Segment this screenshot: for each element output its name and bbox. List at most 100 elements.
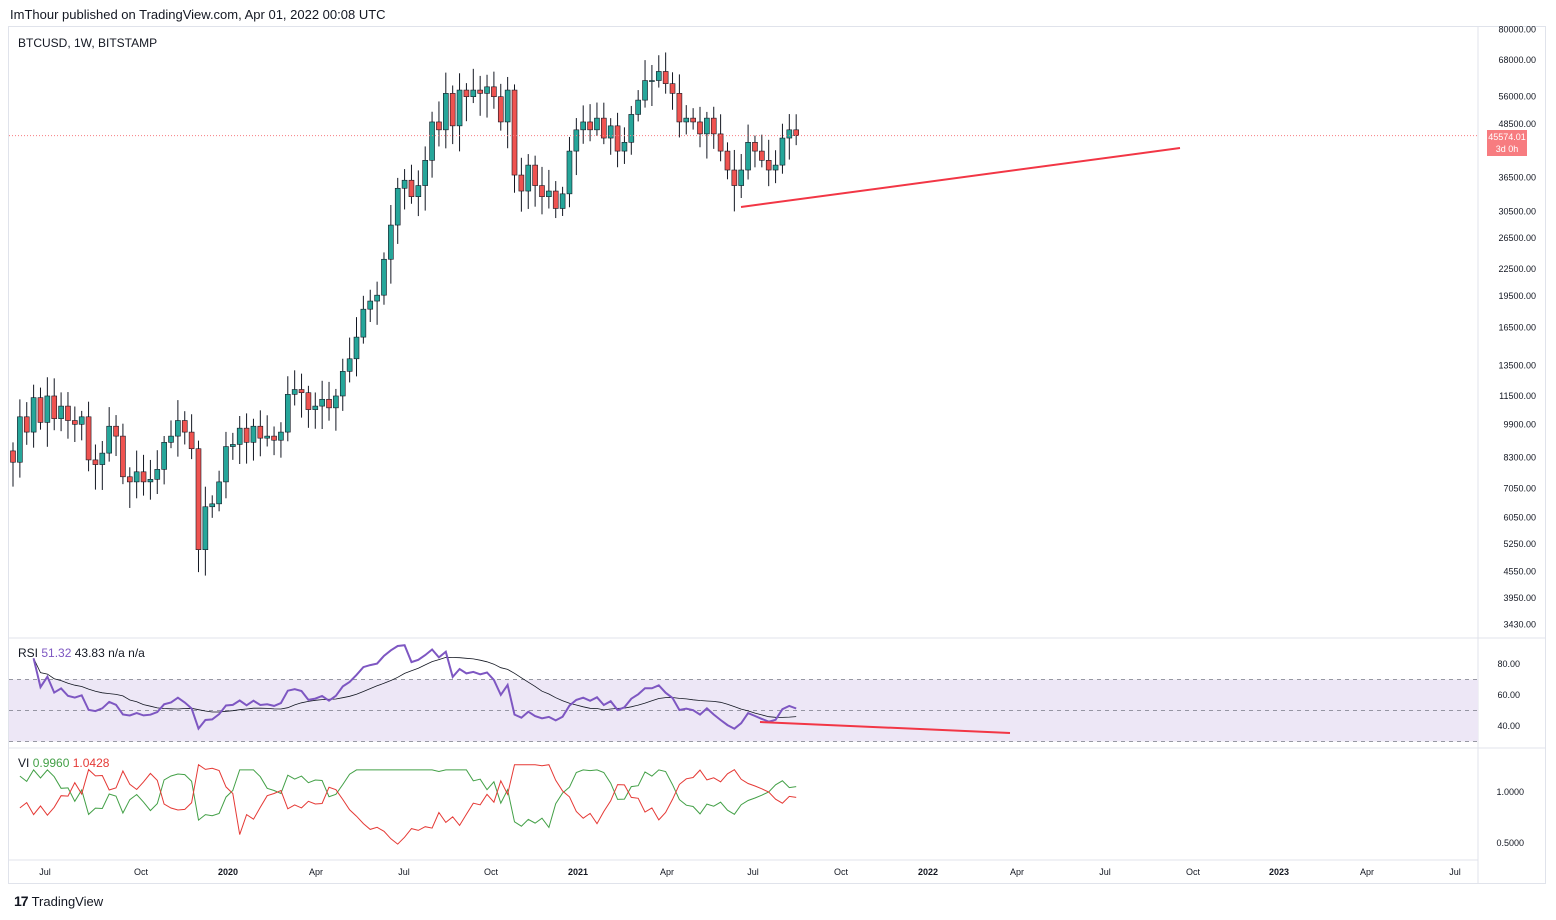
vi-legend[interactable]: VI 0.9960 1.0428	[18, 756, 109, 770]
price-tick-label: 4550.00	[1503, 566, 1536, 576]
candle	[188, 414, 195, 460]
candle-body	[188, 431, 195, 450]
candle	[477, 75, 483, 116]
candle-body	[175, 420, 181, 437]
candle-body	[298, 389, 305, 394]
candle	[573, 118, 580, 176]
candle	[415, 170, 422, 217]
candle-body	[353, 336, 360, 360]
candle	[30, 384, 37, 448]
candle	[752, 135, 758, 168]
price-tick-label: 26500.00	[1498, 233, 1536, 243]
candle-body	[601, 117, 607, 139]
candle	[532, 155, 538, 207]
candle	[779, 123, 786, 174]
candle	[683, 105, 690, 135]
candle	[298, 373, 305, 418]
candle	[147, 459, 154, 500]
candle-body	[161, 442, 167, 470]
candle-body	[511, 89, 518, 176]
candle-body	[126, 476, 133, 483]
candle-body	[539, 185, 545, 197]
candle	[525, 154, 532, 209]
candle-body	[559, 193, 566, 209]
tradingview-logo[interactable]: 17 TradingView	[14, 893, 103, 909]
candle	[436, 101, 442, 147]
candle	[120, 423, 126, 485]
candle-body	[305, 392, 312, 410]
candle	[51, 378, 58, 431]
symbol-title[interactable]: BTCUSD, 1W, BITSTAMP	[18, 36, 158, 50]
candle	[745, 124, 751, 180]
candle	[504, 76, 511, 149]
rsi-legend[interactable]: RSI 51.32 43.83 n/a n/a	[18, 646, 145, 660]
candle-body	[655, 71, 662, 81]
candle-body	[704, 117, 710, 135]
candle	[580, 105, 587, 144]
candle-body	[58, 405, 64, 419]
candle	[628, 105, 635, 155]
time-tick-label: Apr	[309, 867, 323, 877]
candle-body	[278, 431, 284, 441]
candle-body	[37, 397, 44, 423]
candle-body	[477, 89, 483, 94]
price-tick-label: 9900.00	[1503, 419, 1536, 429]
time-tick-label: 2022	[918, 867, 938, 877]
candle	[786, 114, 793, 160]
candle-body	[443, 93, 449, 131]
candle-body	[284, 394, 291, 433]
price-tick-label: 56000.00	[1498, 92, 1536, 102]
candle	[65, 392, 71, 439]
candle-body	[690, 117, 696, 123]
candle-body	[484, 86, 490, 94]
candle-body	[497, 96, 504, 123]
candle-body	[181, 420, 188, 433]
candle	[312, 392, 319, 429]
time-tick-label: Jul	[39, 867, 51, 877]
candle	[601, 102, 607, 145]
candle	[278, 422, 284, 458]
candle-body	[51, 395, 58, 419]
candle	[85, 401, 92, 472]
candle-body	[449, 93, 456, 127]
time-tick-label: Oct	[834, 867, 849, 877]
candle	[175, 400, 181, 457]
vi-tick-label: 1.0000	[1496, 787, 1524, 797]
chart-frame	[8, 26, 1546, 884]
candle-body	[738, 169, 745, 186]
candle-body	[202, 506, 209, 550]
candle	[594, 102, 600, 136]
candle	[10, 442, 16, 487]
vi-name: VI	[18, 756, 30, 770]
candle	[126, 467, 133, 508]
candle	[655, 55, 662, 88]
candle-body	[346, 358, 353, 372]
candle-body	[381, 258, 387, 296]
candle-body	[786, 129, 793, 139]
candle	[195, 440, 202, 573]
candle-body	[120, 435, 126, 478]
candle	[463, 83, 470, 122]
time-tick-label: Jul	[398, 867, 410, 877]
candle	[106, 407, 112, 462]
candle	[388, 205, 394, 284]
time-tick-label: Jul	[747, 867, 759, 877]
candle	[497, 83, 504, 131]
vi-minus-line	[19, 763, 797, 845]
candle-body	[745, 141, 751, 171]
candle	[621, 127, 628, 164]
candle-body	[72, 420, 78, 425]
candle-body	[759, 150, 765, 161]
candle-body	[683, 117, 690, 123]
candle-body	[333, 395, 339, 409]
candle	[676, 74, 683, 138]
candle	[37, 387, 44, 430]
candle	[353, 317, 360, 377]
candle-body	[580, 121, 587, 131]
candle-body	[587, 121, 593, 131]
candle-body	[147, 479, 154, 483]
candle-body	[710, 117, 717, 135]
price-tick-label: 30500.00	[1498, 207, 1536, 217]
candle-body	[470, 89, 477, 98]
